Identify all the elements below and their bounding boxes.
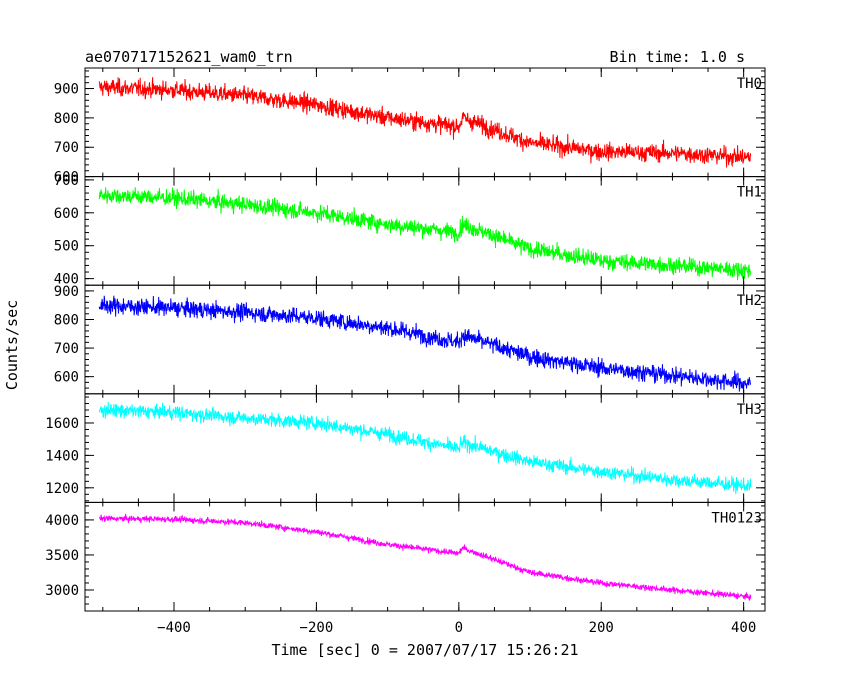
y-tick-label: 4000 [45,513,79,529]
series-line-th0123 [98,513,752,602]
series-name-th0123: TH0123 [711,510,762,526]
y-tick-label: 1200 [45,481,79,497]
y-tick-label: 700 [54,173,79,189]
y-tick-label: 900 [54,284,79,300]
y-tick-label: 800 [54,111,79,127]
x-tick-label: 0 [455,620,463,636]
series-line-th1 [98,187,751,281]
x-tick-label: 200 [589,620,614,636]
y-tick-label: 800 [54,312,79,328]
series-line-th0 [98,77,752,168]
y-tick-label: 3500 [45,548,79,564]
series-line-th2 [98,295,752,392]
panel-th0123: 3000 3500 4000 TH0123 [45,501,766,612]
series-name-th1: TH1 [737,185,762,201]
y-tick-label: 600 [54,370,79,386]
x-tick-label: −400 [157,620,191,636]
y-tick-label: 1600 [45,416,79,432]
series-line-th3 [98,401,752,495]
y-axis-label: Counts/sec [3,300,21,390]
panel-th3: 1200 1400 1600 TH3 [45,393,766,503]
series-name-th2: TH2 [737,293,762,309]
chart-title: ae070717152621_wam0_trn [85,48,293,66]
panel-th2: 600 700 800 900 TH2 [54,284,766,395]
y-tick-label: 1400 [45,448,79,464]
y-tick-label: 900 [54,82,79,98]
x-tick-label: −200 [300,620,334,636]
series-name-th0: TH0 [737,76,762,92]
panel-frame [84,501,766,612]
series-name-th3: TH3 [737,402,762,418]
y-tick-label: 600 [54,170,79,186]
y-tick-label: 700 [54,341,79,357]
y-tick-label: 600 [54,206,79,222]
x-axis-label: Time [sec] 0 = 2007/07/17 15:26:21 [271,641,578,659]
y-tick-label: 500 [54,239,79,255]
y-tick-label: 700 [54,140,79,156]
y-tick-label: 400 [54,272,79,288]
x-tick-label: 400 [731,620,756,636]
y-tick-label: 3000 [45,583,79,599]
bin-time-label: Bin time: 1.0 s [610,48,745,66]
